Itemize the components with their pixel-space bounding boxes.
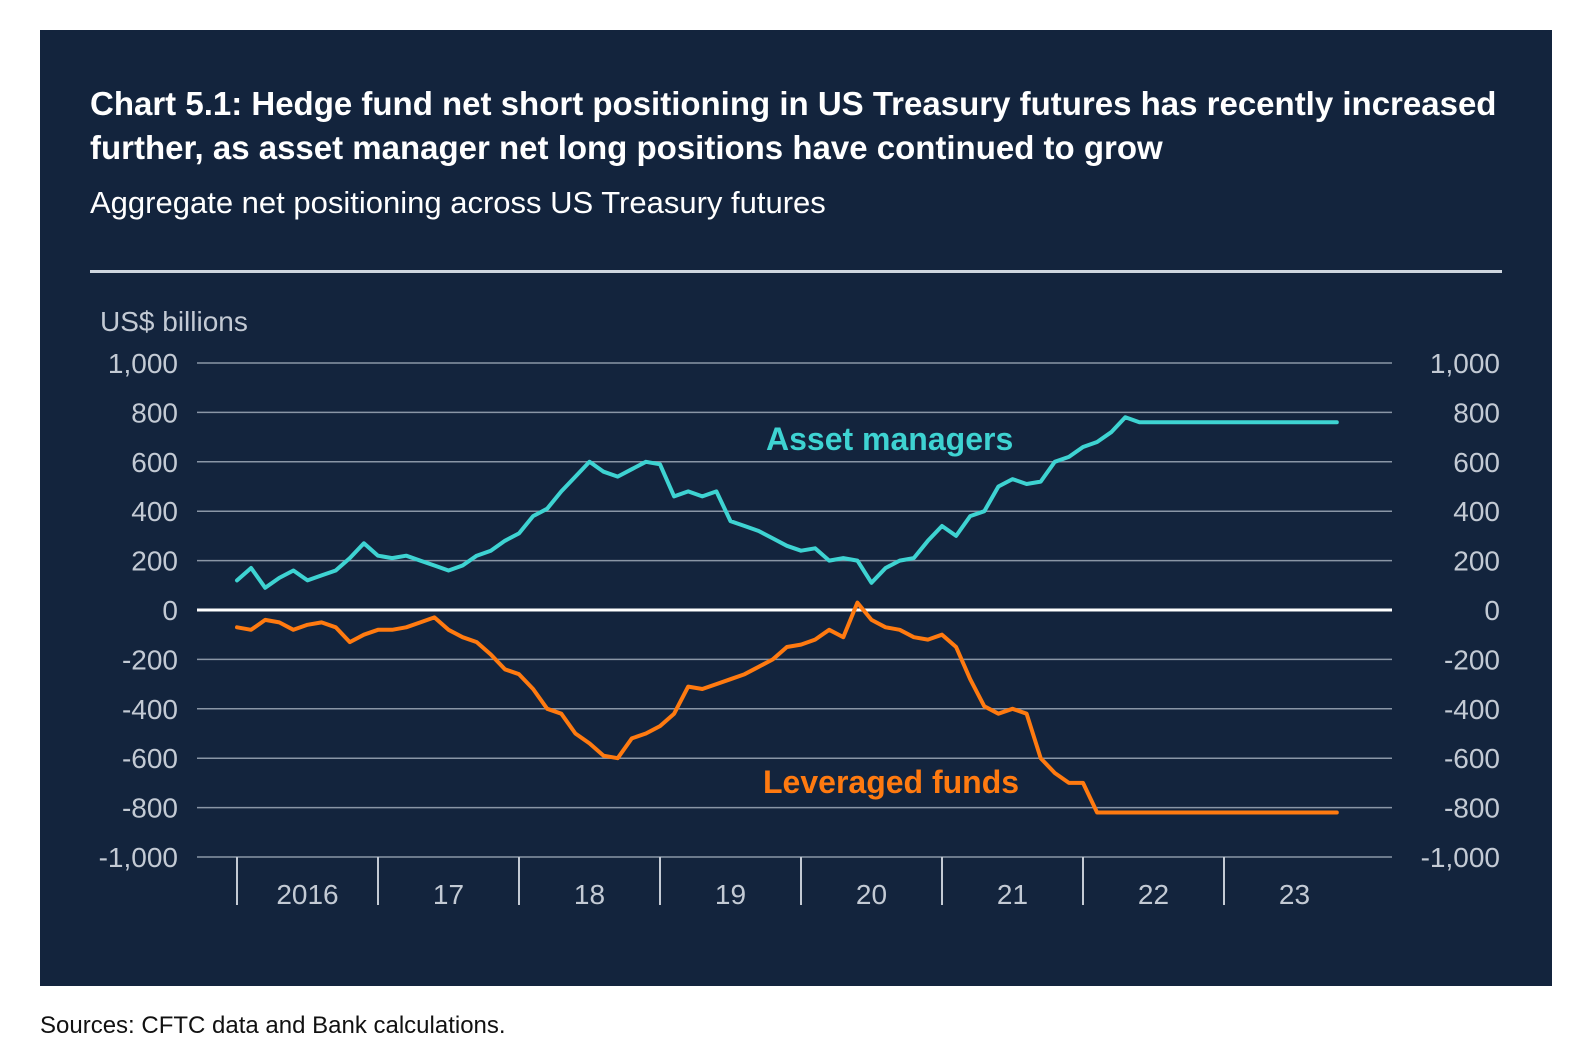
x-tick-label: 18 (574, 879, 605, 910)
y-tick-label-left: -200 (122, 644, 178, 675)
series-line-asset-managers (235, 415, 1339, 590)
y-tick-label-right: 0 (1484, 595, 1500, 626)
y-tick-label-left: -1,000 (99, 842, 178, 873)
x-axis: 2016 17 18 19 20 21 22 23 (236, 857, 1310, 910)
series-line-leveraged-funds (235, 600, 1339, 815)
y-axis-unit-label: US$ billions (100, 306, 248, 337)
y-tick-label-right: -1,000 (1421, 842, 1500, 873)
x-tick-label: 21 (997, 879, 1028, 910)
y-tick-label-right: -800 (1444, 793, 1500, 824)
y-tick-label-left: -400 (122, 694, 178, 725)
gridlines (197, 362, 1392, 858)
y-tick-label-right: -200 (1444, 644, 1500, 675)
x-tick-label: 17 (433, 879, 464, 910)
y-tick-label-left: 0 (162, 595, 178, 626)
chart-panel: Chart 5.1: Hedge fund net short position… (40, 30, 1552, 986)
y-tick-label-right: 1,000 (1430, 348, 1500, 379)
series-label-leveraged-funds: Leveraged funds (763, 764, 1019, 800)
series-lines (235, 415, 1339, 815)
y-axis-right: 1,000 800 600 400 200 0 -200 -400 -600 -800 -1,000 (1421, 348, 1500, 873)
y-tick-label-right: 200 (1453, 546, 1500, 577)
y-tick-label-left: 600 (131, 447, 178, 478)
line-chart: 1,0008006004002000-200-400-600-800-1,000… (99, 306, 1500, 910)
y-tick-label-left: -800 (122, 793, 178, 824)
y-tick-label-left: 200 (131, 546, 178, 577)
x-tick-label: 2016 (276, 879, 338, 910)
x-tick-label: 23 (1279, 879, 1310, 910)
chart-title: Chart 5.1: Hedge fund net short position… (90, 85, 1497, 166)
source-note: Sources: CFTC data and Bank calculations… (40, 1012, 506, 1039)
series-label-asset-managers: Asset managers (766, 421, 1013, 457)
y-tick-label-left: -600 (122, 743, 178, 774)
x-tick-label: 19 (715, 879, 746, 910)
y-tick-label-left: 400 (131, 496, 178, 527)
y-tick-label-left: 1,000 (108, 348, 178, 379)
y-tick-label-right: 400 (1453, 496, 1500, 527)
y-tick-label-left: 800 (131, 397, 178, 428)
x-tick-label: 22 (1138, 879, 1169, 910)
chart-subtitle: Aggregate net positioning across US Trea… (90, 185, 826, 220)
y-tick-label-right: 800 (1453, 397, 1500, 428)
y-tick-label-right: -400 (1444, 694, 1500, 725)
y-tick-label-right: -600 (1444, 743, 1500, 774)
y-tick-label-right: 600 (1453, 447, 1500, 478)
header-divider (90, 270, 1502, 273)
y-axis-left: 1,000 800 600 400 200 0 -200 -400 -600 -800 -1,000 (99, 348, 178, 873)
x-tick-label: 20 (856, 879, 887, 910)
